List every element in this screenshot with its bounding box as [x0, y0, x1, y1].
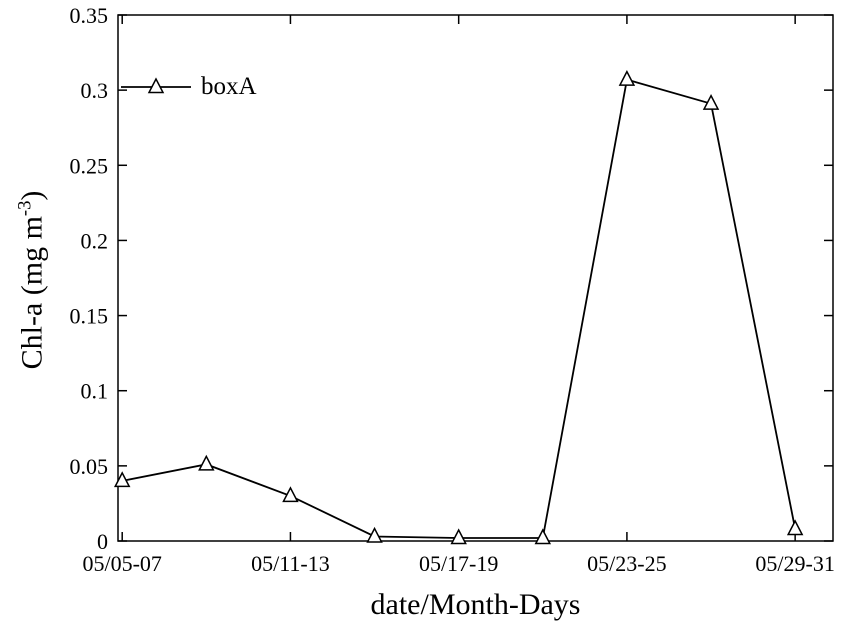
plot-box: [117, 14, 834, 542]
data-point-marker: [198, 454, 215, 471]
y-tick-label: 0.1: [81, 379, 109, 404]
data-point-marker: [618, 69, 636, 86]
x-axis-title: date/Month-Days: [370, 588, 581, 621]
legend-marker-icon: [121, 77, 191, 94]
data-point-marker: [450, 528, 467, 545]
x-tick-label: 05/23-25: [587, 551, 666, 576]
data-point-marker: [366, 526, 383, 543]
y-tick-label: 0.35: [70, 3, 109, 28]
data-point-marker: [702, 94, 720, 110]
y-tick-label: 0.15: [70, 304, 109, 329]
y-axis-title-exponent: -3: [14, 200, 36, 217]
legend: boxA: [120, 73, 257, 101]
x-tick-label: 05/17-19: [419, 551, 498, 576]
y-axis-title-main: Chl-a (mg m: [15, 216, 49, 370]
y-tick-label: 0.25: [70, 153, 109, 178]
y-tick-label: 0.2: [81, 228, 109, 253]
data-point-marker: [534, 528, 552, 545]
legend-label: boxA: [201, 73, 257, 100]
x-tick-label: 05/05-07: [82, 551, 161, 576]
y-axis-title: Chl-a (mg m-3): [15, 191, 50, 370]
y-tick-label: 0.05: [70, 454, 109, 479]
x-tick-label: 05/29-31: [755, 551, 834, 576]
data-point-marker: [113, 471, 131, 488]
x-tick-label: 05/11-13: [251, 551, 330, 576]
y-tick-label: 0: [97, 529, 108, 554]
data-point-marker: [282, 486, 299, 503]
y-tick-label: 0.3: [81, 78, 109, 103]
data-point-marker: [786, 519, 804, 536]
y-axis-title-close: ): [15, 190, 49, 201]
data-line: [122, 78, 797, 539]
